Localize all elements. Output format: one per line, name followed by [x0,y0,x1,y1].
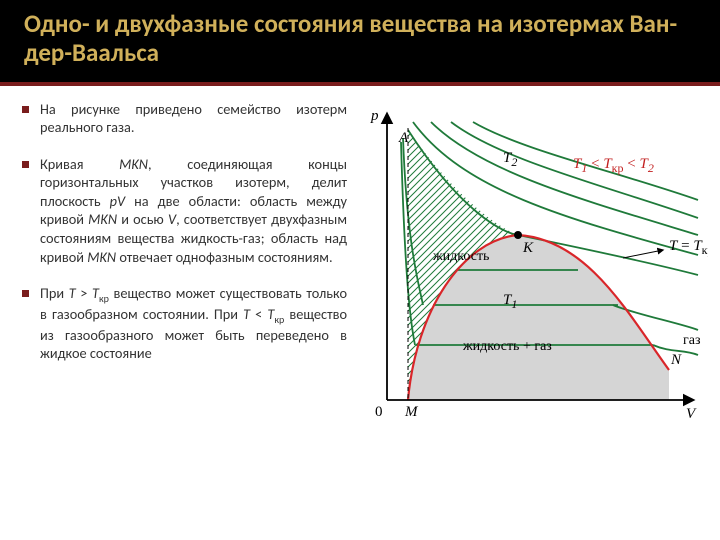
svg-text:жидкость + газ: жидкость + газ [462,339,552,354]
b2-p1: Кривая [40,155,119,173]
svg-text:N: N [670,352,682,368]
b2-v: V [168,210,176,228]
svg-text:M: M [404,404,419,420]
svg-text:газ: газ [683,333,701,348]
b2-mkn3: MKN [87,248,116,266]
b3-gt: > [76,284,92,302]
b2-p6: отвечает однофазным состояниям. [116,248,332,266]
b3-kr: кр [99,292,109,305]
slide-body: На рисунке приведено семейство изотерм р… [0,86,720,540]
bullet-1-text: На рисунке приведено семейство изотерм р… [40,100,347,137]
slide-title: Одно- и двухфазные состояния вещества на… [24,10,696,68]
b2-mkn2: MKN [88,210,117,228]
b3-p1: При [40,284,69,302]
svg-text:T = Tкр: T = Tкр [669,238,708,257]
text-column: На рисунке приведено семейство изотерм р… [22,100,347,540]
svg-text:K: K [522,240,534,256]
bullet-3: При T > Tкр вещество может существовать … [22,284,347,363]
svg-text:T1 < Tкр < T2: T1 < Tкр < T2 [573,156,654,175]
b2-pv: pV [110,192,125,210]
bullet-2: Кривая MKN, соединяющая концы горизонтал… [22,155,347,266]
chart-column: pAT2T1 < Tкр < T2T = TкржидкостьKT1жидко… [347,100,708,540]
svg-text:V: V [686,406,697,422]
title-bar: Одно- и двухфазные состояния вещества на… [0,0,720,86]
phase-diagram: pAT2T1 < Tкр < T2T = TкржидкостьKT1жидко… [353,100,708,440]
bullet-1: На рисунке приведено семейство изотерм р… [22,100,347,137]
b3-lt: < [250,305,267,323]
b2-p4: и осью [117,210,168,228]
svg-text:T2: T2 [503,150,517,169]
svg-text:жидкость: жидкость [432,249,489,264]
b3-Tkr: T [92,284,99,302]
b3-T: T [69,284,76,302]
b3-kr2: кр [274,313,284,326]
svg-text:p: p [370,108,379,124]
svg-text:A: A [398,130,409,146]
bullet-list: На рисунке приведено семейство изотерм р… [22,100,347,364]
svg-text:0: 0 [375,404,383,420]
b2-mkn: MKN [119,155,148,173]
